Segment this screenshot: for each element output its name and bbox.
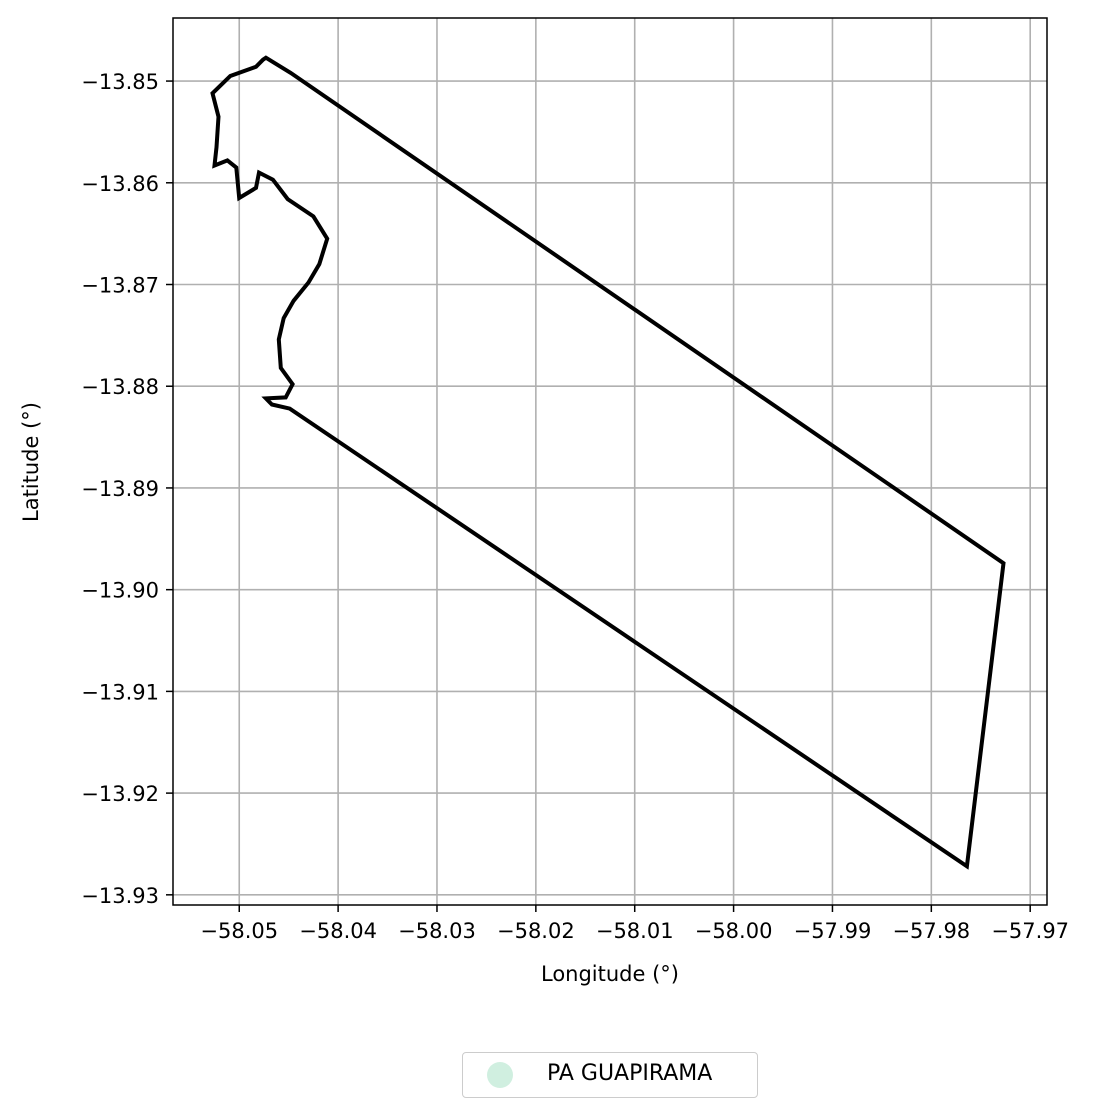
y-tick-label: −13.88 [81,375,159,399]
legend-marker [487,1062,513,1088]
y-tick-label: −13.91 [81,680,159,704]
y-axis-label: Latitude (°) [19,402,43,522]
y-tick-label: −13.86 [81,172,159,196]
x-tick-label: −58.00 [695,919,773,943]
y-tick-label: −13.93 [81,884,159,908]
legend: PA GUAPIRAMA [462,1052,758,1098]
x-tick-label: −58.04 [299,919,377,943]
x-tick-label: −58.03 [398,919,476,943]
y-tick-label: −13.92 [81,782,159,806]
x-axis-label: Longitude (°) [541,962,679,986]
legend-label: PA GUAPIRAMA [547,1061,713,1086]
grid-lines [173,18,1047,905]
axes-frame [172,17,1048,906]
x-tick-label: −58.01 [596,919,674,943]
x-tick-label: −57.98 [892,919,970,943]
x-tick-label: −58.02 [497,919,575,943]
y-tick-label: −13.90 [81,579,159,603]
y-tick-label: −13.87 [81,274,159,298]
polygon-pa-guapirama [210,55,1006,870]
x-tick-label: −57.99 [794,919,872,943]
x-tick-label: −57.97 [991,919,1069,943]
x-tick-label: −58.05 [200,919,278,943]
axis-ticks: −58.05 −58.04 −58.03 −58.02 −58.01 −58.00 −57.… [81,70,1069,943]
polygon-layer [210,55,1006,870]
y-tick-label: −13.89 [81,477,159,501]
y-tick-label: −13.85 [81,70,159,94]
